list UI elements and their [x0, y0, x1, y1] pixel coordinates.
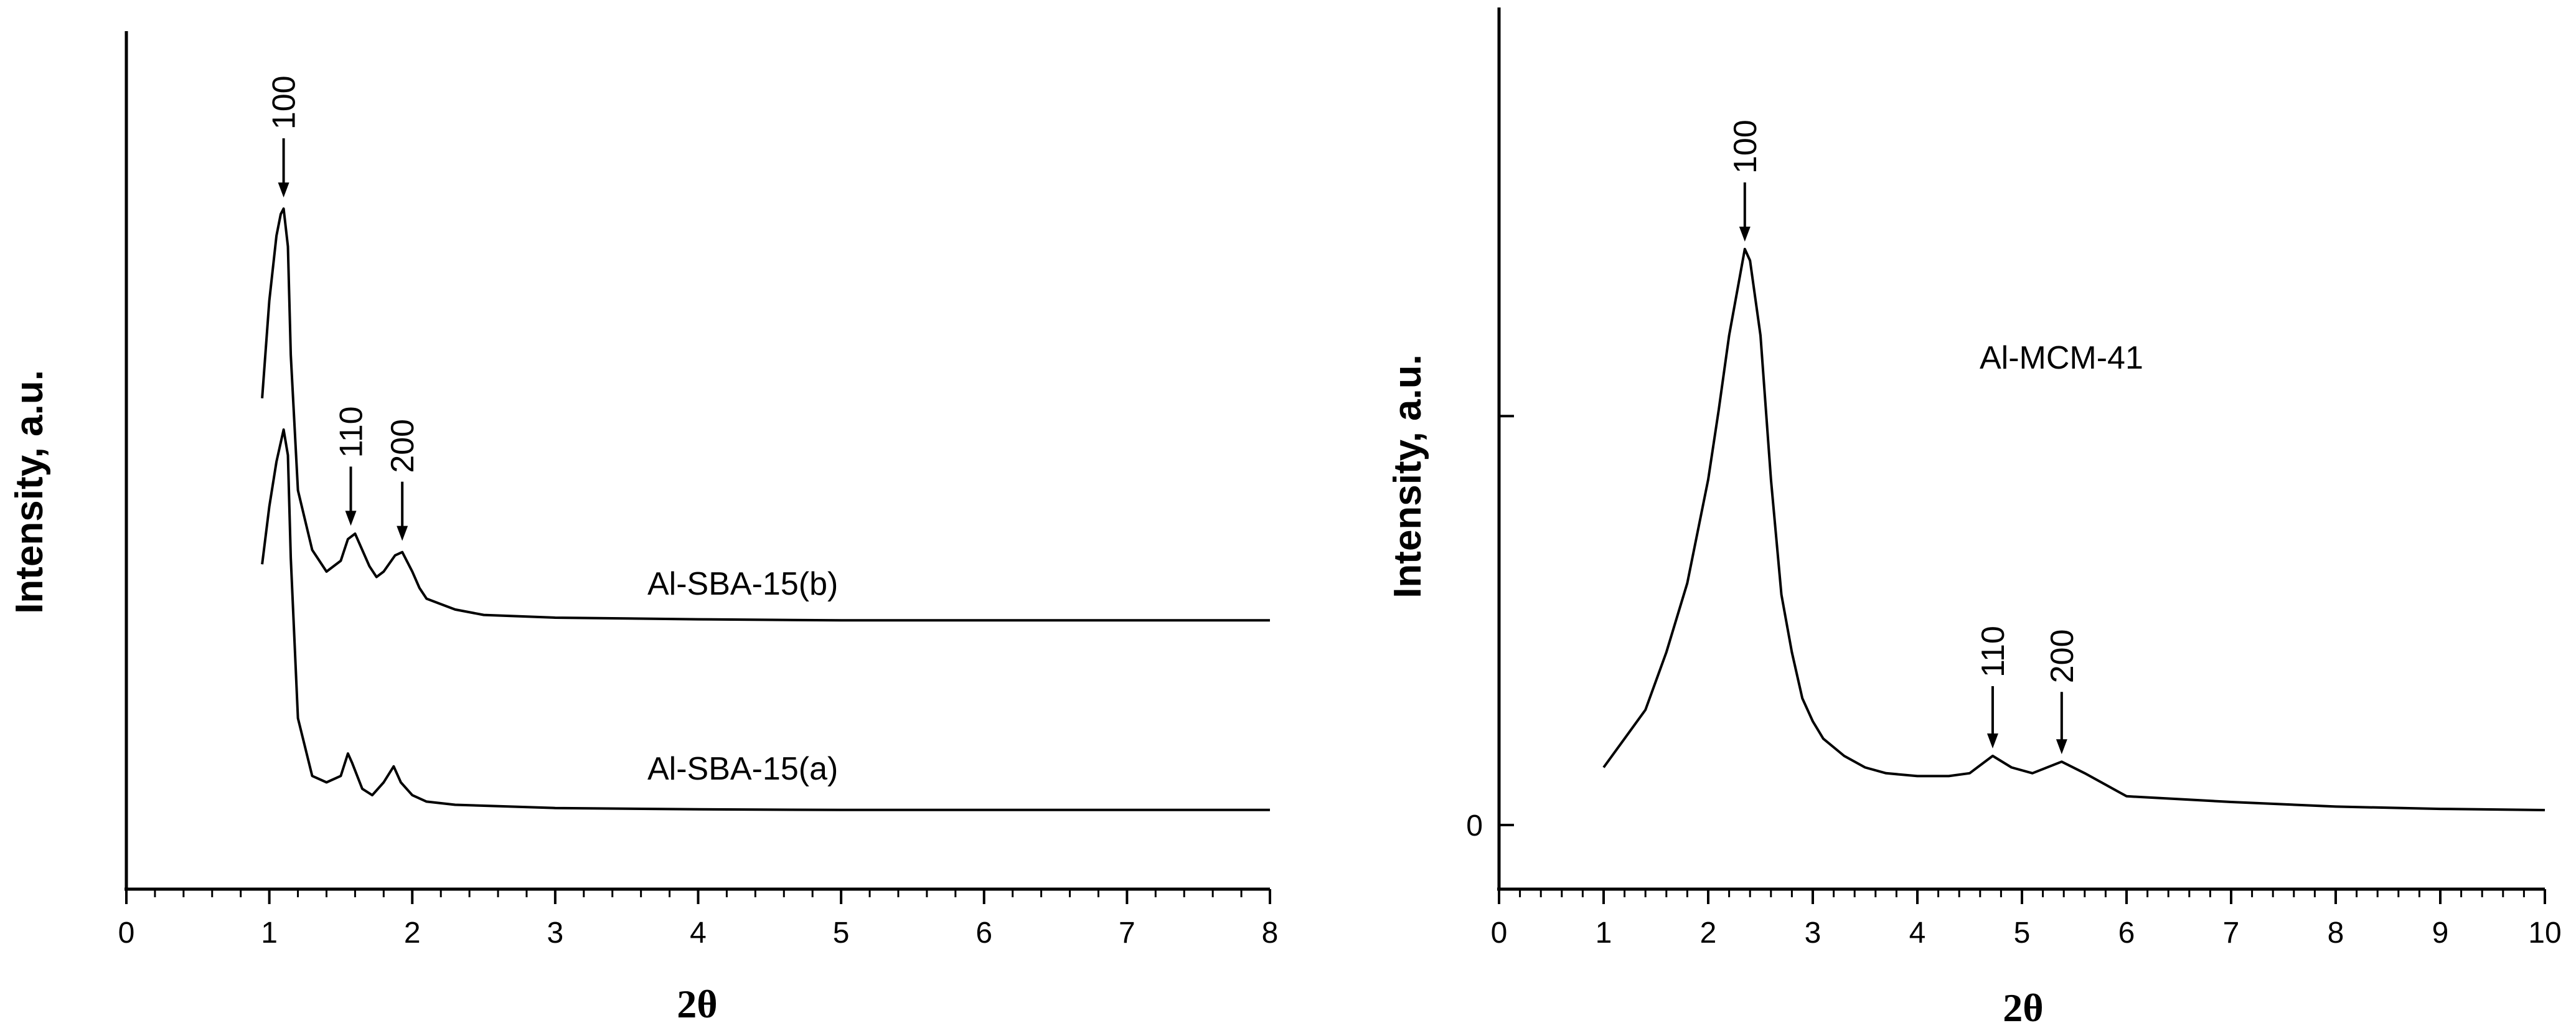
right-200-peak-label: 200 — [2044, 629, 2080, 683]
right-x-tick-label: 3 — [1805, 917, 1822, 950]
left-y-axis-title: Intensity, a.u. — [8, 370, 51, 614]
left-x-tick-label: 0 — [118, 917, 135, 950]
left-x-tick-label: 1 — [261, 917, 278, 950]
right-200-arrow-head — [2056, 739, 2067, 755]
left-x-tick-label: 5 — [833, 917, 850, 950]
left-200-arrow-head — [397, 526, 408, 541]
right-x-tick-label: 9 — [2432, 917, 2449, 950]
right-y-ticks: 0 — [1466, 415, 1514, 842]
right-x-axis-title: 2θ — [2003, 986, 2043, 1028]
right-110-peak-label: 110 — [1975, 626, 2011, 677]
left-annotations: 100 110 200 — [266, 75, 421, 541]
series-label-al-sba-15-a: Al-SBA-15(a) — [647, 751, 838, 787]
left-200-peak-label: 200 — [385, 419, 421, 473]
left-x-tick-label: 3 — [547, 917, 564, 950]
right-y-axis-title: Intensity, a.u. — [1386, 354, 1429, 598]
right-series — [1602, 248, 2545, 811]
right-x-tick-label: 10 — [2528, 917, 2561, 950]
left-100-arrow-head — [278, 182, 289, 198]
left-x-tick-label: 4 — [690, 917, 707, 950]
series-line-al-mcm-41 — [1602, 248, 2545, 811]
right-x-tick-label: 5 — [2014, 917, 2031, 950]
right-x-tick-label: 8 — [2328, 917, 2344, 950]
right-110-arrow-head — [1986, 733, 1998, 748]
right-100-peak-label: 100 — [1728, 120, 1764, 174]
right-100-arrow-head — [1739, 227, 1751, 242]
left-x-tick-label: 6 — [975, 917, 992, 950]
series-line-al-sba-15-a — [261, 428, 1270, 811]
right-annotations: 100 110 200 — [1728, 120, 2080, 755]
right-x-tick-label: 1 — [1596, 917, 1612, 950]
left-x-tick-label: 2 — [404, 917, 421, 950]
right-x-ticks: 0 1 2 3 4 5 6 7 8 9 10 — [1491, 889, 2562, 950]
series-label-al-sba-15-b: Al-SBA-15(b) — [647, 566, 838, 602]
right-x-tick-label: 0 — [1491, 917, 1508, 950]
right-chart: 0 1 2 3 4 5 6 7 8 9 10 0 100 110 200 Al-MCM-41 2θ In… — [1386, 7, 2562, 1028]
left-110-arrow-head — [345, 511, 357, 526]
right-x-tick-label: 7 — [2223, 917, 2240, 950]
series-label-al-mcm-41: Al-MCM-41 — [1980, 340, 2143, 376]
right-x-tick-label: 4 — [1909, 917, 1926, 950]
left-x-tick-label: 8 — [1262, 917, 1279, 950]
right-x-tick-label: 6 — [2118, 917, 2135, 950]
left-x-ticks: 0 1 2 3 4 5 6 7 8 — [118, 889, 1279, 950]
right-x-tick-label: 2 — [1700, 917, 1717, 950]
right-y-tick-label: 0 — [1466, 809, 1483, 842]
left-x-axis-title: 2θ — [677, 982, 717, 1026]
left-100-peak-label: 100 — [266, 75, 303, 130]
left-chart: 0 1 2 3 4 5 6 7 8 100 110 200 Al-SBA-15(b) Al-SBA-… — [8, 31, 1278, 1026]
left-110-peak-label: 110 — [334, 406, 370, 458]
left-x-tick-label: 7 — [1119, 917, 1135, 950]
left-series — [261, 207, 1270, 811]
series-line-al-sba-15-b — [261, 207, 1270, 622]
